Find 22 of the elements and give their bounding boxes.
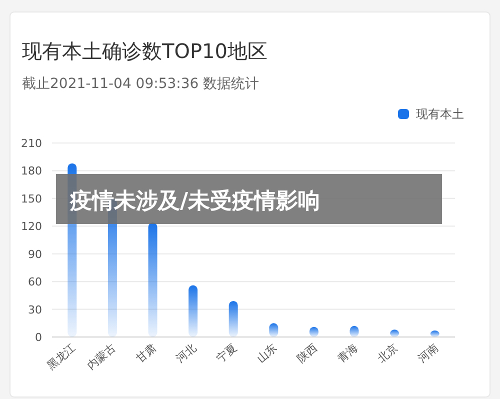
y-tick-label: 150 xyxy=(21,192,42,206)
x-tick-label: 内蒙古 xyxy=(84,341,118,373)
y-tick-label: 30 xyxy=(28,303,42,316)
x-tick-label: 河北 xyxy=(174,341,199,366)
x-tick-label: 北京 xyxy=(375,341,400,366)
chart-title: 现有本土确诊数TOP10地区 xyxy=(22,39,268,63)
y-tick-label: 60 xyxy=(28,276,42,289)
y-tick-label: 120 xyxy=(21,220,42,234)
x-tick-label: 甘肃 xyxy=(133,341,159,366)
y-tick-label: 0 xyxy=(35,331,42,344)
x-tick-label: 宁夏 xyxy=(214,341,240,366)
x-tick-label: 青海 xyxy=(334,341,360,366)
annotation: 疫情未涉及/未受疫情影响 xyxy=(69,189,320,214)
x-tick-label: 黑龙江 xyxy=(44,341,78,373)
y-tick-label: 210 xyxy=(21,137,42,150)
x-tick-label: 山东 xyxy=(254,341,280,366)
y-tick-label: 180 xyxy=(21,164,42,178)
chart-subtitle: 截止2021-11-04 09:53:36 数据统计 xyxy=(22,76,260,92)
y-tick-label: 90 xyxy=(28,248,42,261)
x-tick-label: 河南 xyxy=(416,341,441,366)
legend-label: 现有本土 xyxy=(416,107,464,121)
x-tick-label: 陕西 xyxy=(294,341,320,366)
